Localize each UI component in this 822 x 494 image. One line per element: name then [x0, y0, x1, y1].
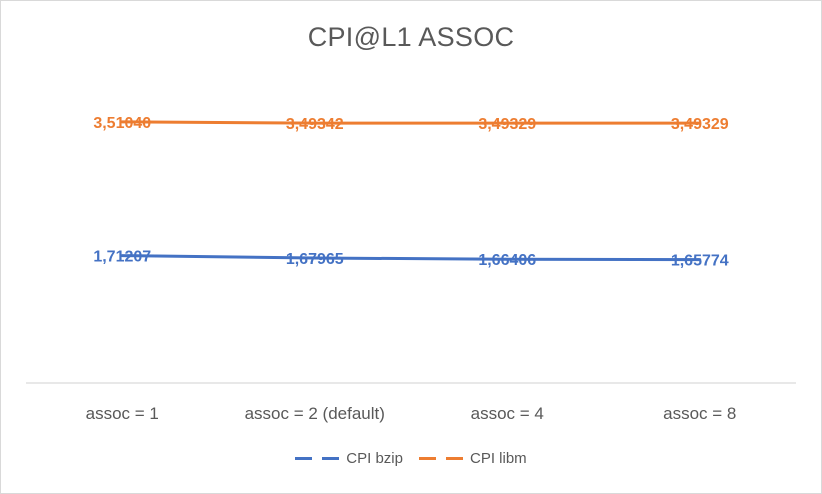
legend-label-cpi-libm: CPI libm: [470, 450, 527, 467]
legend-swatch-cpi-libm: [419, 457, 463, 460]
x-tick-label: assoc = 2 (default): [245, 404, 385, 423]
legend-swatch-cpi-bzip: [295, 457, 340, 460]
legend-item-cpi-libm: CPI libm: [419, 450, 527, 467]
chart-title: CPI@L1 ASSOC: [307, 22, 515, 52]
data-label-cpi-bzip: 1,65774: [671, 253, 729, 270]
data-label-cpi-bzip: 1,67965: [286, 251, 344, 268]
data-label-cpi-libm: 3,51040: [93, 115, 151, 132]
x-tick-label: assoc = 4: [471, 404, 544, 423]
data-label-cpi-libm: 3,49329: [671, 116, 729, 133]
series-line-cpi-bzip: [120, 254, 702, 262]
legend: CPI bzip CPI libm: [0, 450, 822, 467]
legend-item-cpi-bzip: CPI bzip: [295, 450, 403, 467]
data-label-cpi-bzip: 1,71207: [93, 249, 151, 266]
x-tick-label: assoc = 1: [86, 404, 159, 423]
data-label-cpi-bzip: 1,66406: [478, 252, 536, 269]
data-label-cpi-libm: 3,49329: [478, 116, 536, 133]
x-tick-label: assoc = 8: [663, 404, 736, 423]
series-line-cpi-libm: [120, 120, 702, 125]
data-label-cpi-libm: 3,49342: [286, 116, 344, 133]
legend-label-cpi-bzip: CPI bzip: [346, 450, 403, 467]
